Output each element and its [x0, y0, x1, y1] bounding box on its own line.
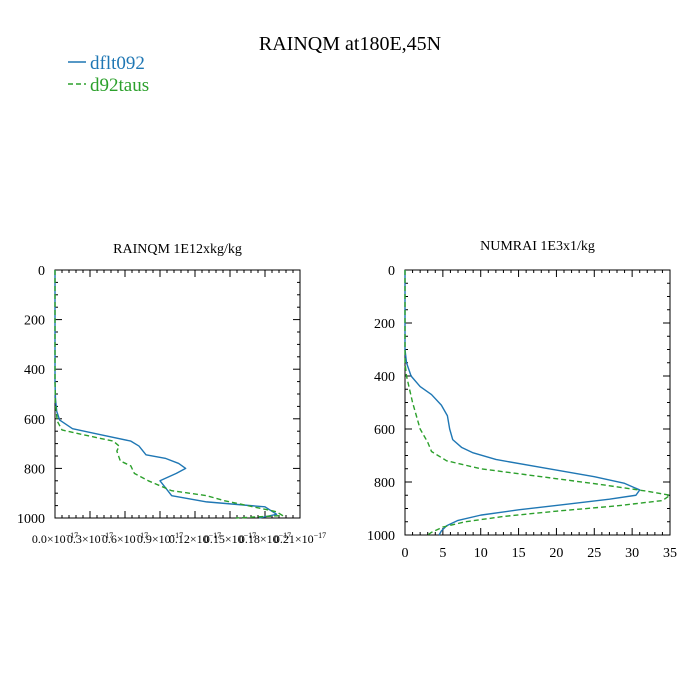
x-tick-label-1-1: 5 [439, 546, 446, 561]
series-line-d92taus-0 [54, 270, 284, 519]
y-tick-label-0-3: 600 [24, 413, 45, 428]
x-tick-label-1-7: 35 [663, 546, 677, 561]
plot-frame-1 [404, 269, 671, 536]
y-tick-label-0-0: 0 [38, 264, 45, 279]
y-tick-label-0-1: 200 [24, 314, 45, 329]
panel-numrai: NUMRAI 1E3x1/kg 0 200 400 600 800 1000 0 5 10 15 20… [367, 239, 677, 561]
y-tick-label-0-2: 400 [24, 363, 45, 378]
y-tick-label-1-3: 600 [374, 423, 395, 438]
y-tick-label-1-5: 1000 [367, 529, 395, 544]
panel-title-0: RAINQM 1E12xkg/kg [113, 242, 242, 257]
x-tick-label-0-4: 0.12×10−17 [169, 531, 221, 546]
x-tick-label-1-5: 25 [587, 546, 601, 561]
panel-rainqm: RAINQM 1E12xkg/kg020040060080010000.0×10… [17, 242, 326, 546]
legend-label-dflt092: dflt092 [90, 53, 145, 74]
x-tick-label-0-6: 0.18×10−17 [239, 531, 291, 546]
x-tick-label-1-0: 0 [402, 546, 409, 561]
x-tick-label-0-5: 0.15×10−17 [204, 531, 256, 546]
y-tick-label-1-4: 800 [374, 476, 395, 491]
series-line-dflt092-1 [404, 270, 641, 536]
figure-title: RAINQM at180E,45N [259, 33, 441, 55]
x-tick-label-1-6: 30 [625, 546, 639, 561]
x-tick-label-1-3: 15 [512, 546, 526, 561]
y-tick-label-0-5: 1000 [17, 512, 45, 527]
series-line-d92taus-1 [404, 270, 671, 536]
x-tick-label-1-4: 20 [549, 546, 563, 561]
y-tick-label-1-1: 200 [374, 317, 395, 332]
plot-frame-0 [54, 269, 301, 519]
y-tick-label-1-0: 0 [388, 264, 395, 279]
series-line-dflt092-0 [54, 270, 278, 519]
x-tick-label-1-2: 10 [474, 546, 488, 561]
y-tick-label-0-4: 800 [24, 462, 45, 477]
panel-title-1: NUMRAI 1E3x1/kg [480, 239, 595, 254]
legend-label-d92taus: d92taus [90, 75, 149, 96]
y-tick-label-1-2: 400 [374, 370, 395, 385]
legend: dflt092 d92taus [68, 53, 149, 96]
x-tick-label-0-7: 0.21×10−17 [274, 531, 326, 546]
